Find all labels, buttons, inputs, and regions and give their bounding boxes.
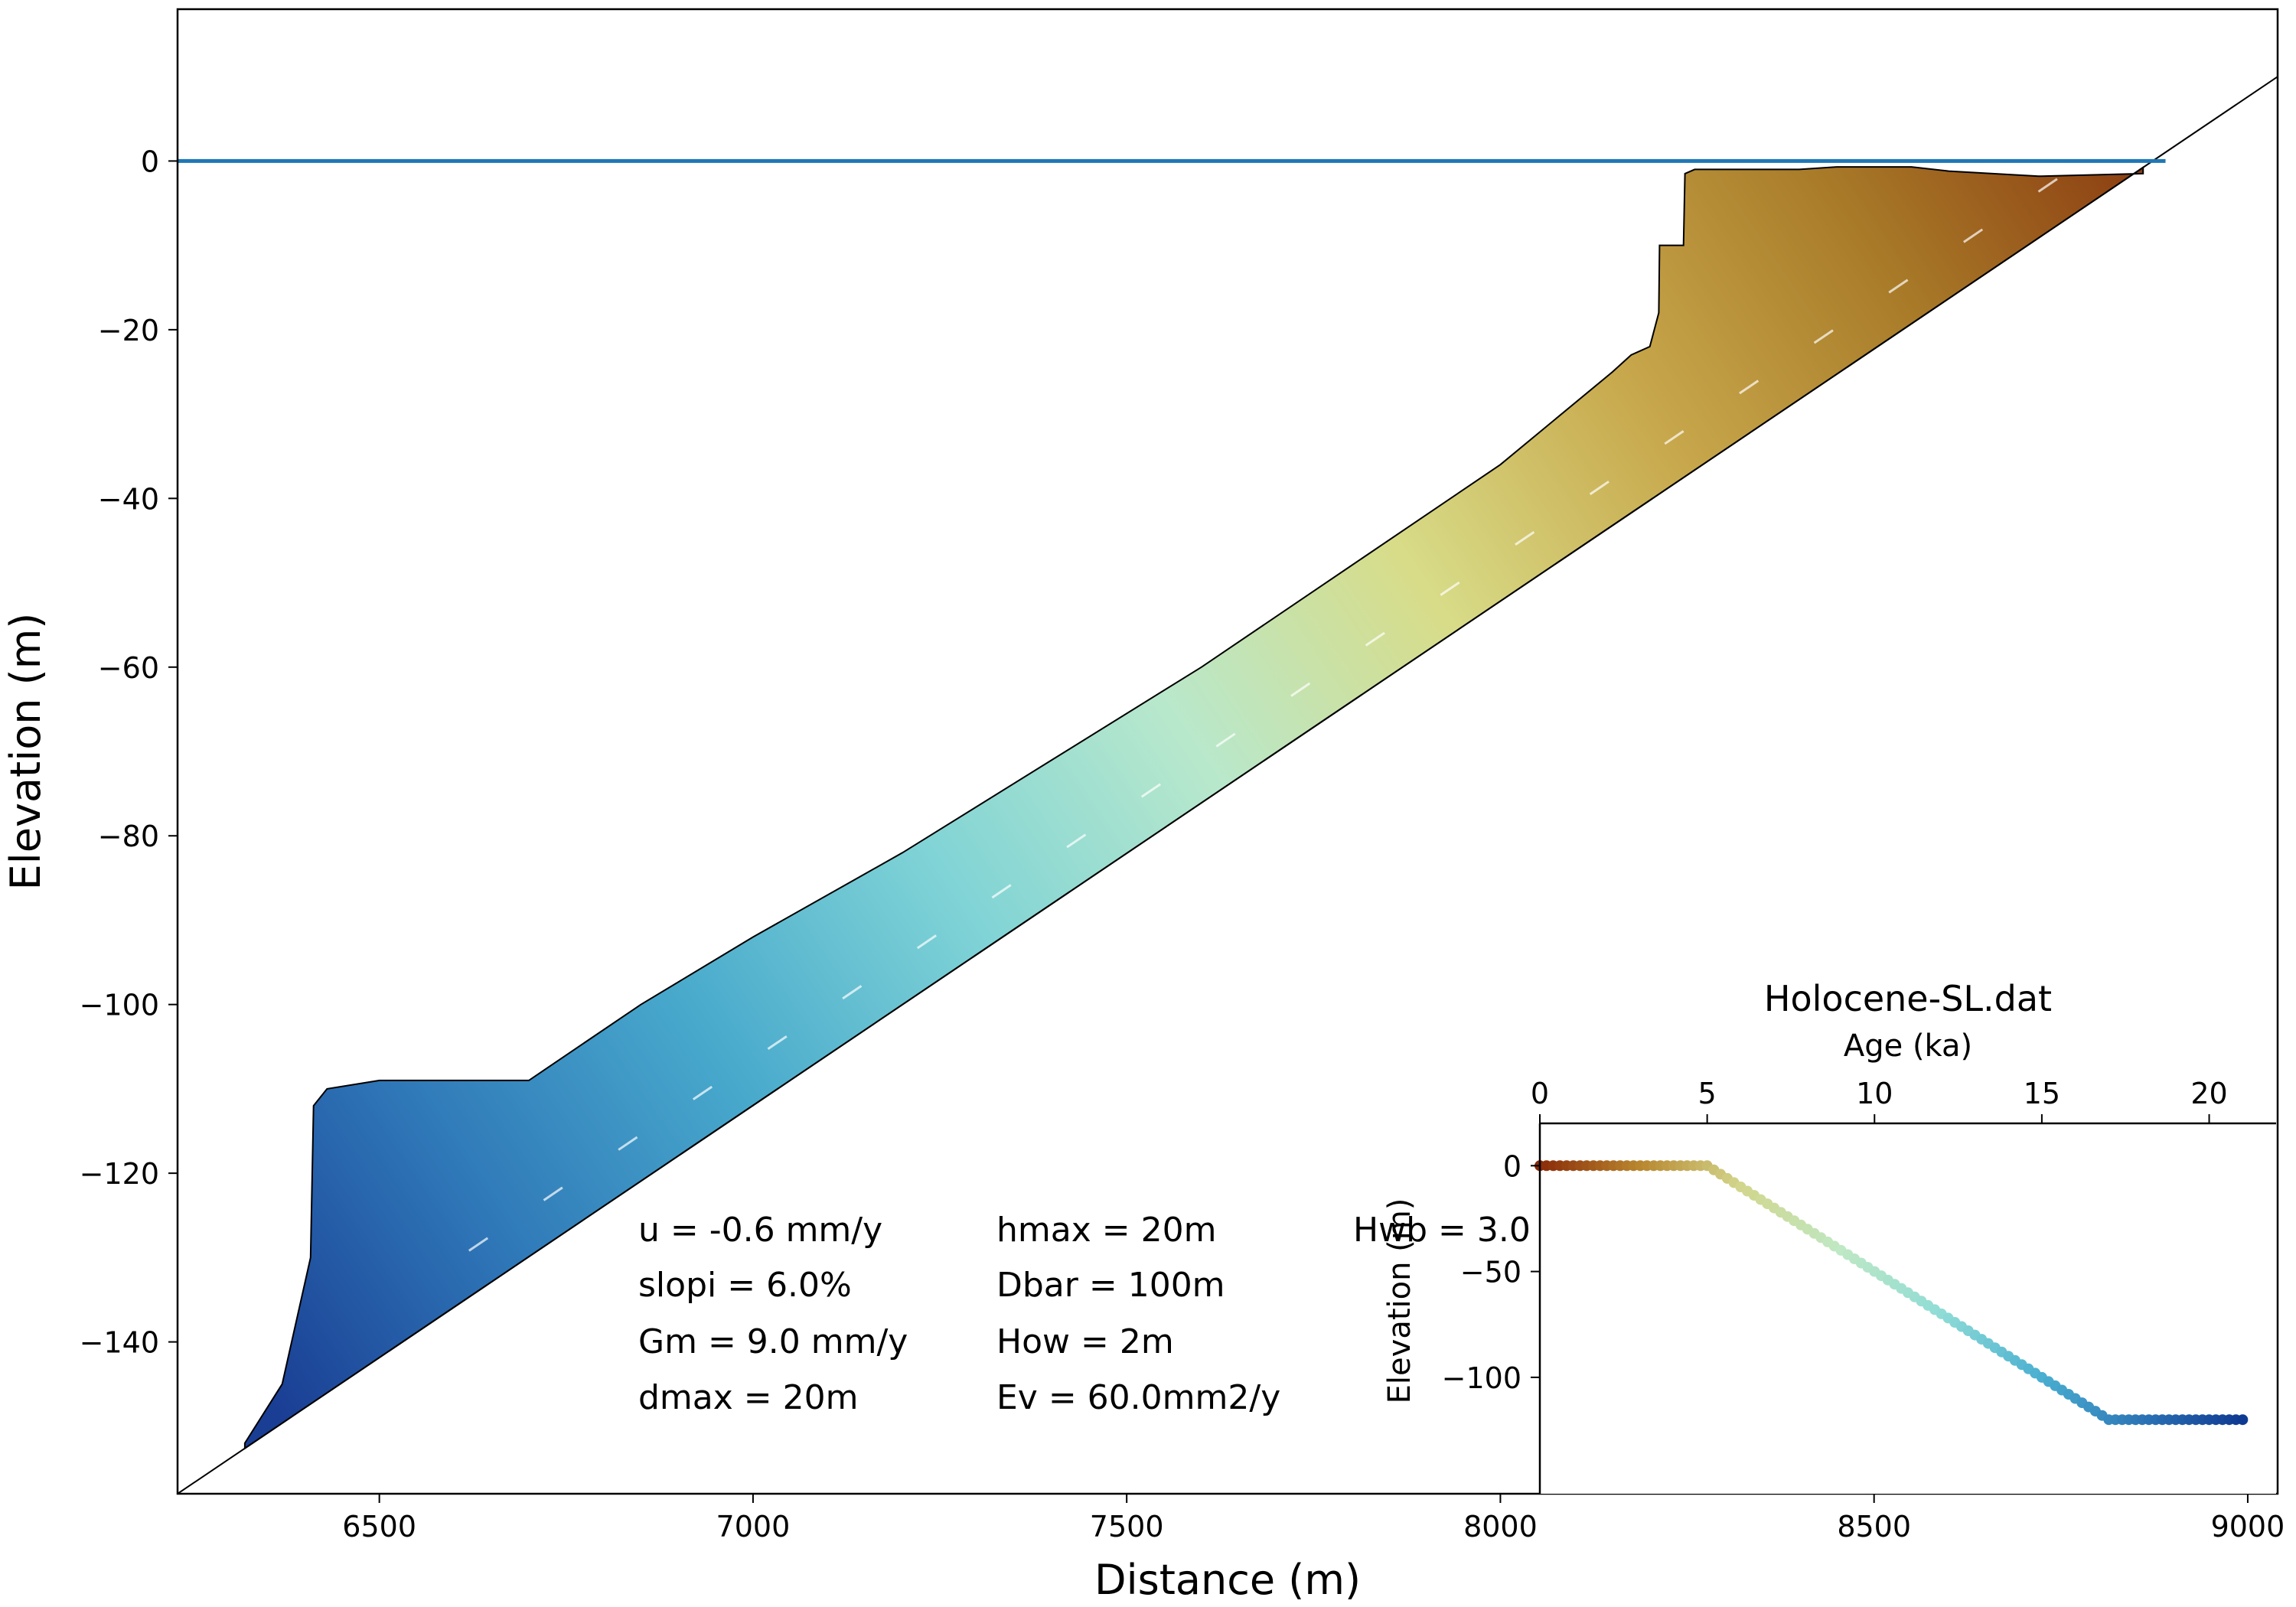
y-tick-label: −40 [98,482,159,516]
inset-y-axis-ticks: 0 −50 −100 [1442,1149,1540,1395]
x-axis-ticks: 6500 7000 7500 8000 8500 9000 [342,1494,2285,1543]
x-tick-label: 7000 [716,1510,791,1543]
isochron-dash [1215,732,1236,748]
inset-x-tick-label: 0 [1531,1077,1549,1110]
isochron-dash [468,1237,489,1252]
y-tick-label: −80 [98,820,159,853]
y-tick-label: −120 [80,1157,159,1191]
param-dmax: dmax = 20m [638,1378,858,1417]
inset-y-axis-label: Elevation (m) [1382,1198,1417,1404]
inset-y-tick-label: −50 [1460,1256,1521,1289]
inset-y-tick-label: −100 [1442,1361,1521,1395]
x-tick-label: 8500 [1837,1510,1911,1543]
substrate-line [178,76,2278,1494]
isochron-dash [2037,178,2058,193]
param-slopi: slopi = 6.0% [638,1266,852,1305]
isochron-dash [1365,631,1385,647]
x-axis-label: Distance (m) [1094,1556,1361,1604]
inset-x-axis-ticks: 0 5 10 15 20 [1531,1077,2228,1123]
x-tick-label: 9000 [2211,1510,2285,1543]
isochron-dash [1440,581,1460,596]
inset-x-tick-label: 15 [2024,1077,2060,1110]
param-hwb: Hwb = 3.0 [1353,1211,1531,1250]
isochron-dash [1739,380,1760,395]
isochron-dash [618,1136,638,1151]
param-dbar: Dbar = 100m [996,1266,1225,1305]
isochron-dash [842,985,863,1000]
isochron-dash [692,1085,713,1100]
inset-y-tick-label: 0 [1503,1149,1521,1183]
param-gm: Gm = 9.0 mm/y [638,1322,908,1361]
main-plot-frame [176,8,2279,1495]
y-tick-label: 0 [141,145,159,178]
isochron-dash [1664,430,1684,445]
inset-title: Holocene-SL.dat [1764,978,2052,1019]
isochron-dash [1515,530,1535,546]
isochron-lines [468,178,2058,1252]
y-tick-label: −60 [98,651,159,685]
param-hmax: hmax = 20m [996,1211,1216,1250]
isochron-dash [1589,481,1609,496]
main-plot: 6500 7000 7500 8000 8500 9000 0 −20 −40 −60 −80 −1… [2,8,2285,1604]
inset-background [1540,1123,2276,1494]
isochron-dash [916,934,938,950]
inset-x-tick-label: 20 [2190,1077,2227,1110]
y-axis-ticks: 0 −20 −40 −60 −80 −100 −120 −140 [80,145,178,1360]
isochron-dash [991,884,1012,899]
isochron-dash [1963,228,1984,243]
inset-plot: 0 5 10 15 20 0 −50 −100 Holocene-SL.dat Age (k… [1382,978,2276,1494]
inset-x-tick-label: 10 [1856,1077,1893,1110]
sea-level-point [2237,1414,2249,1426]
y-tick-label: −100 [80,989,159,1022]
y-tick-label: −20 [98,314,159,347]
isochron-dash [1140,783,1161,798]
param-ev: Ev = 60.0mm2/y [996,1378,1280,1417]
param-how: How = 2m [996,1322,1174,1361]
isochron-dash [1066,833,1087,849]
x-tick-label: 8000 [1463,1510,1538,1543]
inset-x-tick-label: 5 [1698,1077,1717,1110]
isochron-dash [543,1186,563,1201]
inset-x-axis-label: Age (ka) [1844,1028,1972,1064]
parameter-annotations: u = -0.6 mm/y slopi = 6.0% Gm = 9.0 mm/y… [638,1211,1531,1417]
y-axis-label: Elevation (m) [2,613,50,891]
x-tick-label: 7500 [1090,1510,1164,1543]
isochron-dash [1290,682,1311,697]
x-tick-label: 6500 [342,1510,416,1543]
y-tick-label: −140 [80,1326,159,1360]
isochron-dash [767,1035,788,1050]
isochron-dash [1888,279,1909,294]
main-plot-area [178,76,2278,1494]
isochron-dash [1813,329,1834,344]
param-u: u = -0.6 mm/y [638,1211,882,1250]
